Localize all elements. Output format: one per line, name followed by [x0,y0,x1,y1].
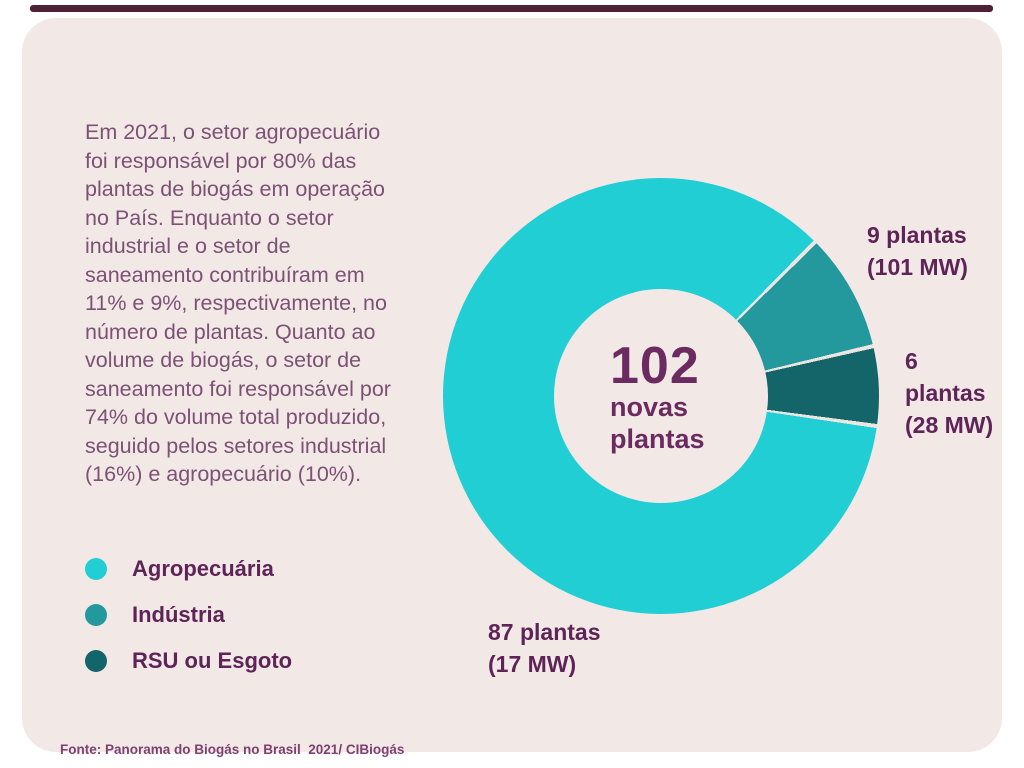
annotation-rsu-esgoto-plants: 6 plantas [905,348,986,406]
legend-dot-rsu-esgoto [85,650,107,672]
annotation-industria-plants: 9 plantas [867,222,967,248]
annotation-rsu-esgoto-mw: (28 MW) [905,412,994,438]
total-plants-caption-line2: plantas [610,423,705,454]
intro-paragraph: Em 2021, o setor agropecuário foi respon… [85,120,391,486]
infographic-card: Em 2021, o setor agropecuário foi respon… [22,18,1002,757]
legend-item-agropecuaria: Agropecuária [85,556,292,581]
total-plants-caption-line1: novas [610,392,689,422]
annotation-rsu-esgoto: 6 plantas (28 MW) [905,345,1002,441]
annotation-agropecuaria-plants: 87 plantas [488,619,601,645]
legend-label-rsu-esgoto: RSU ou Esgoto [132,648,293,673]
legend-dot-industria [85,604,107,626]
donut-center-label: 102 novas plantas [610,340,780,455]
annotation-agropecuaria: 87 plantas (17 MW) [488,616,601,680]
legend-item-industria: Indústria [85,602,292,627]
donut-chart [443,178,879,614]
annotation-industria-mw: (101 MW) [867,254,968,280]
legend: Agropecuária Indústria RSU ou Esgoto [85,556,293,696]
donut-hole [554,289,768,503]
legend-label-agropecuaria: Agropecuária [132,556,274,581]
annotation-agropecuaria-mw: (17 MW) [488,651,577,677]
legend-item-rsu-esgoto: RSU ou Esgoto [85,648,293,673]
source-note: Fonte: Panorama do Biogás no Brasil 2021… [60,742,405,757]
legend-label-industria: Indústria [132,602,225,627]
total-plants-value: 102 [610,337,700,395]
top-accent-bar [30,5,993,12]
legend-dot-agropecuaria [85,558,107,580]
annotation-industria: 9 plantas (101 MW) [867,219,968,283]
